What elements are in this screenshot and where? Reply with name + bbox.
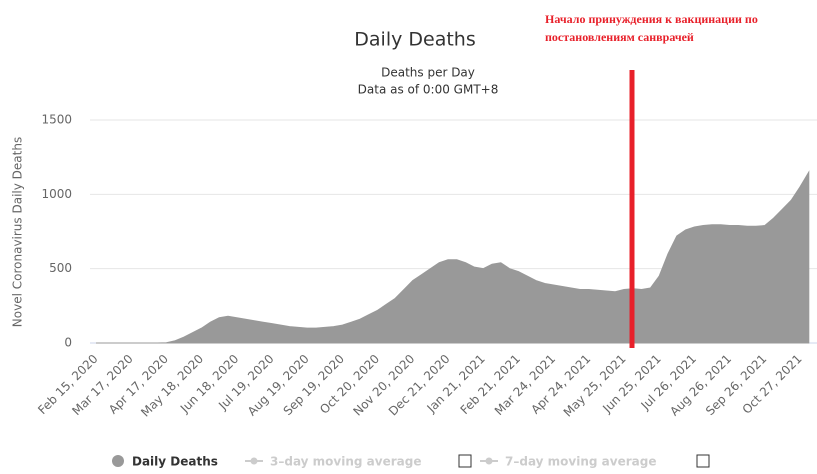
chart-subtitle: Data as of 0:00 GMT+8	[358, 83, 499, 97]
legend-marker[interactable]	[250, 457, 258, 465]
annotation: постановлениям санврачей	[545, 30, 694, 44]
x-tick-label: Aug 26, 2021	[667, 352, 734, 419]
x-tick-label: Feb 15, 2020	[35, 352, 100, 417]
x-tick-label: Nov 20, 2020	[350, 352, 417, 419]
y-axis-label: Novel Coronavirus Daily Deaths	[11, 137, 25, 327]
legend-marker[interactable]	[112, 455, 124, 467]
x-tick-label: May 25, 2021	[561, 352, 629, 420]
legend-label[interactable]: Daily Deaths	[132, 455, 218, 469]
x-tick-label: Dec 21, 2020	[386, 352, 453, 419]
legend-marker[interactable]	[485, 457, 493, 465]
legend-checkbox[interactable]	[458, 454, 472, 468]
y-tick-label: 500	[49, 261, 72, 275]
legend-label[interactable]: 7–day moving average	[505, 455, 656, 469]
y-tick-label: 1500	[41, 113, 72, 127]
chart-title: Daily Deaths	[354, 29, 475, 51]
x-tick-label: May 18, 2020	[138, 352, 206, 420]
area	[96, 170, 810, 344]
annotation: Начало принуждения к вакцинации по	[545, 12, 758, 26]
y-tick-label: 1000	[41, 187, 72, 201]
legend-checkbox[interactable]	[696, 454, 710, 468]
legend-label[interactable]: 3–day moving average	[270, 455, 421, 469]
x-tick-label: Aug 19, 2020	[245, 352, 312, 419]
y-tick-label: 0	[64, 336, 72, 350]
chart-subtitle: Deaths per Day	[381, 66, 475, 80]
